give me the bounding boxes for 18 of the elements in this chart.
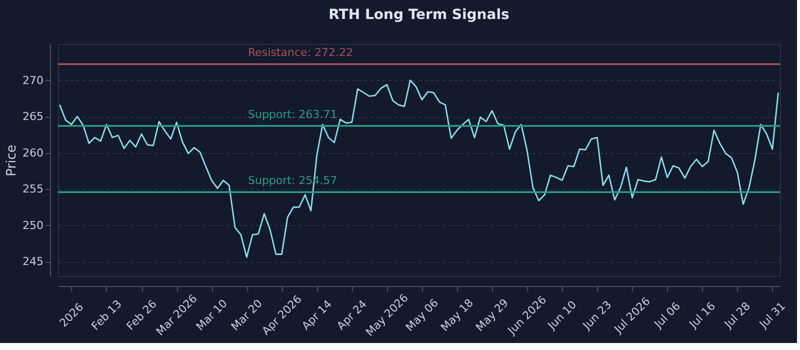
y-tick-label: 255: [22, 182, 44, 196]
ref-line-label: Resistance: 272.22: [248, 46, 353, 60]
y-tick-label: 260: [22, 146, 44, 160]
x-tick-label: Jul 16: [686, 300, 718, 332]
line-series: [59, 80, 779, 258]
ref-line-label: Support: 263.71: [248, 108, 338, 121]
x-tick-label: Jun 23: [580, 298, 614, 333]
x-tick-label: Jul 06: [651, 300, 683, 332]
y-tick-label: 250: [22, 218, 44, 232]
x-tick-label: Feb 13: [88, 297, 124, 333]
y-tick-label: 270: [22, 74, 44, 87]
x-tick-label: Jul 28: [721, 300, 753, 332]
x-tick-label: Jun 10: [544, 298, 580, 333]
x-tick-label: Jul 31: [756, 300, 788, 332]
y-tick-label: 245: [22, 255, 44, 268]
y-axis-title: Price: [4, 144, 20, 176]
y-tick-label: 265: [22, 110, 44, 123]
chart-title: RTH Long Term Signals: [328, 7, 510, 23]
